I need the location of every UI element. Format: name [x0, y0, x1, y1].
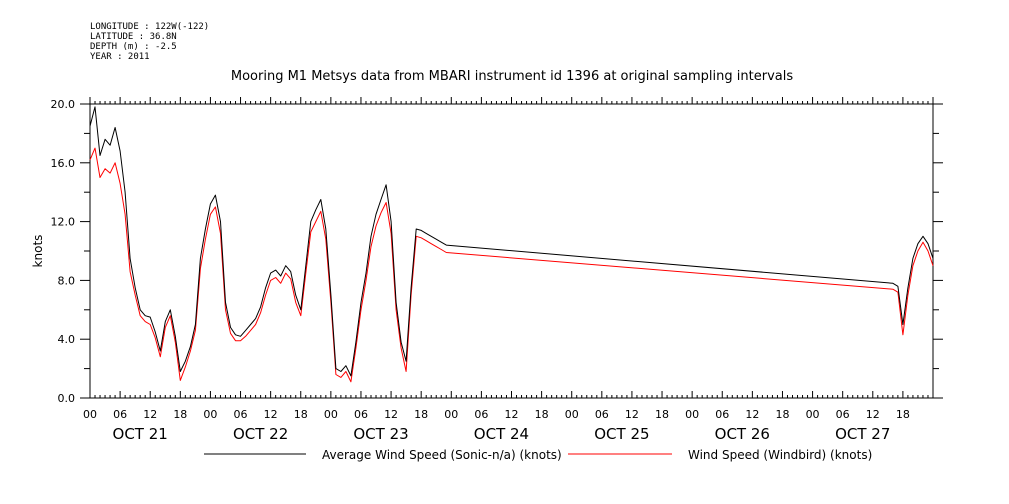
legend-label-average: Average Wind Speed (Sonic-n/a) (knots) [322, 448, 562, 462]
day-label: OCT 26 [715, 425, 770, 443]
y-tick-label: 20.0 [51, 98, 76, 111]
series-line-average [89, 106, 934, 377]
x-tick-label: 18 [655, 408, 669, 421]
x-tick-label: 12 [143, 408, 157, 421]
day-label: OCT 23 [353, 425, 408, 443]
x-tick-label: 18 [775, 408, 789, 421]
x-tick-label: 18 [173, 408, 187, 421]
x-tick-label: 06 [354, 408, 368, 421]
day-label: OCT 21 [113, 425, 168, 443]
x-tick-label: 18 [896, 408, 910, 421]
x-tick-label: 12 [745, 408, 759, 421]
x-tick-label: 00 [565, 408, 579, 421]
x-tick-label: 06 [715, 408, 729, 421]
x-tick-label: 18 [414, 408, 428, 421]
x-tick-label: 06 [474, 408, 488, 421]
y-tick-label: 8.0 [58, 274, 76, 287]
latitude-label: LATITUDE : 36.8N [90, 32, 177, 42]
day-label: OCT 27 [835, 425, 890, 443]
x-tick-label: 06 [113, 408, 127, 421]
year-label: YEAR : 2011 [90, 52, 150, 62]
day-label: OCT 25 [594, 425, 649, 443]
legend-label-windbird: Wind Speed (Windbird) (knots) [688, 448, 872, 462]
y-tick-label: 0.0 [58, 392, 76, 405]
y-tick-labels: 0.0 4.0 8.0 12.0 16.0 20.0 [51, 98, 76, 405]
y-tick-label: 4.0 [58, 333, 76, 346]
x-tick-label: 12 [866, 408, 880, 421]
x-tick-label: 06 [595, 408, 609, 421]
chart-title: Mooring M1 Metsys data from MBARI instru… [231, 69, 793, 84]
x-tick-label: 00 [806, 408, 820, 421]
y-tick-label: 12.0 [51, 216, 76, 229]
depth-label: DEPTH (m) : -2.5 [90, 42, 177, 52]
x-tick-label: 18 [294, 408, 308, 421]
y-tick-label: 16.0 [51, 157, 76, 170]
x-tick-label: 12 [625, 408, 639, 421]
series-line-windbird [89, 147, 934, 383]
x-tick-label: 18 [535, 408, 549, 421]
x-tick-label: 12 [264, 408, 278, 421]
axis-ticks [80, 97, 943, 399]
x-tick-label: 06 [836, 408, 850, 421]
x-tick-label: 00 [324, 408, 338, 421]
day-label: OCT 24 [474, 425, 529, 443]
x-tick-label: 12 [505, 408, 519, 421]
y-axis-label: knots [31, 235, 45, 268]
data-series [89, 106, 934, 383]
day-label: OCT 22 [233, 425, 288, 443]
x-tick-label: 06 [234, 408, 248, 421]
x-tick-labels: 00 06 12 18 00 06 12 18 00 06 12 18 00 06 12 18 00 06 12 18… [83, 408, 910, 421]
x-tick-label: 00 [203, 408, 217, 421]
longitude-label: LONGITUDE : 122W(-122) [90, 22, 209, 32]
day-labels: OCT 21 OCT 22 OCT 23 OCT 24 OCT 25 OCT 26 OCT … [113, 425, 891, 443]
x-tick-label: 00 [444, 408, 458, 421]
x-tick-label: 00 [83, 408, 97, 421]
legend: Average Wind Speed (Sonic-n/a) (knots) W… [204, 448, 872, 462]
x-tick-label: 00 [685, 408, 699, 421]
x-tick-label: 12 [384, 408, 398, 421]
